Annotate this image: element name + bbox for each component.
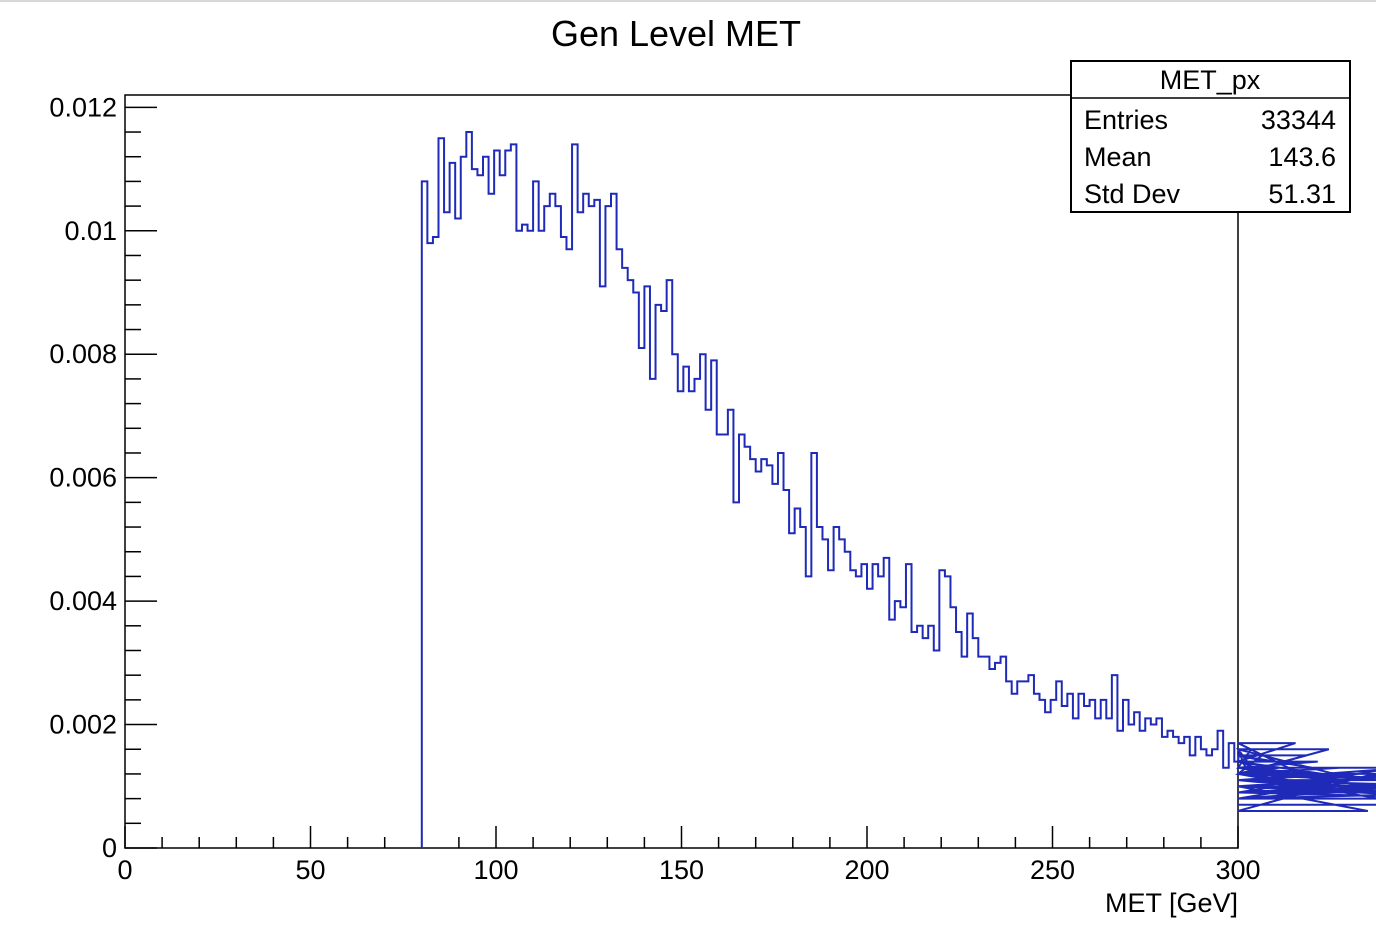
y-tick-label: 0.006 — [49, 463, 117, 493]
stats-mean-label: Mean — [1084, 142, 1152, 172]
stats-box: MET_px Entries 33344 Mean 143.6 Std Dev … — [1070, 60, 1351, 213]
stats-box-title: MET_px — [1160, 65, 1261, 95]
stats-box-frame — [1070, 60, 1351, 213]
y-tick-label: 0 — [102, 833, 117, 863]
x-axis-ticks — [124, 826, 1239, 848]
top-border — [0, 0, 1376, 2]
y-tick-label: 0.008 — [49, 339, 117, 369]
x-axis-tick-labels: 0 50 100 150 200 250 300 — [117, 855, 1260, 885]
x-tick-label: 50 — [295, 855, 325, 885]
histogram-series-line — [420, 131, 1376, 848]
stats-entries-label: Entries — [1084, 105, 1168, 135]
x-tick-label: 100 — [473, 855, 518, 885]
stats-mean-value: 143.6 — [1268, 142, 1336, 172]
y-axis-tick-labels: 0 0.002 0.004 0.006 0.008 0.01 0.012 — [49, 92, 117, 863]
y-axis-ticks — [125, 106, 157, 849]
stats-stddev-value: 51.31 — [1268, 179, 1336, 209]
chart-title: Gen Level MET — [551, 13, 801, 54]
stats-entries-value: 33344 — [1261, 105, 1336, 135]
y-tick-label: 0.01 — [64, 216, 117, 246]
x-tick-label: 200 — [844, 855, 889, 885]
x-tick-label: 300 — [1215, 855, 1260, 885]
x-tick-label: 150 — [659, 855, 704, 885]
y-tick-label: 0.004 — [49, 586, 117, 616]
y-tick-label: 0.002 — [49, 710, 117, 740]
x-tick-label: 250 — [1030, 855, 1075, 885]
stats-stddev-label: Std Dev — [1084, 179, 1181, 209]
x-tick-label: 0 — [117, 855, 132, 885]
x-axis-label: MET [GeV] — [1105, 888, 1238, 918]
y-tick-label: 0.012 — [49, 92, 117, 122]
